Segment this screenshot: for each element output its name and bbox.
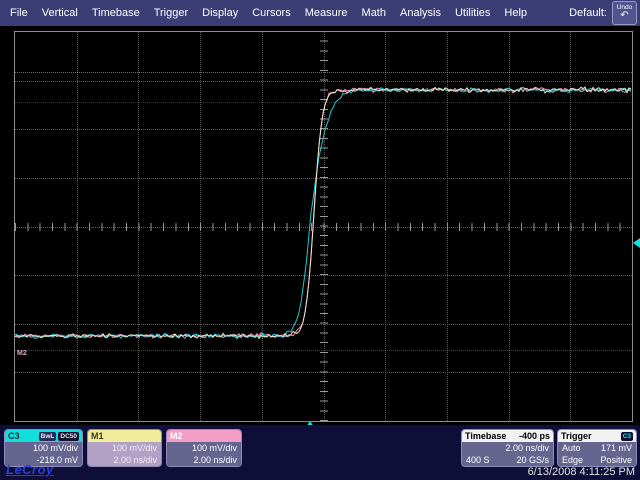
menu-file[interactable]: File [10,7,28,19]
timebase-descriptor[interactable]: Timebase -400 ps 2.00 ns/div 400 S 20 GS… [461,429,554,467]
trace-descriptor-m2[interactable]: M2 100 mV/div 2.00 ns/div [166,429,242,467]
menu-utilities[interactable]: Utilities [454,7,491,19]
trace-left-label: M2 [17,350,27,357]
center-vertical-ticks [320,32,328,421]
trace-descriptor-m1[interactable]: M1 100 mV/div 2.00 ns/div [87,429,162,467]
menu-trigger[interactable]: Trigger [153,7,189,19]
menu-help[interactable]: Help [504,7,528,19]
trigger-descriptor[interactable]: Trigger C3 Auto 171 mV Edge Positive [557,429,637,467]
timebase-scale: 2.00 ns/div [505,443,549,453]
waveform-traces [15,86,632,340]
timebase-samples: 400 S [466,455,490,465]
c3-bwl-badge: BwL [38,431,57,441]
channel-descriptor-c3[interactable]: C3 BwL DC50 100 mV/div -218.0 mV [4,429,83,467]
c3-label: C3 [8,431,20,441]
trigger-mode: Auto [562,443,581,453]
m2-hscale: 2.00 ns/div [193,455,237,465]
persistence-ghost-line [15,350,632,351]
status-footer: C3 BwL DC50 100 mV/div -218.0 mV M1 100 … [0,425,640,480]
timebase-label: Timebase [465,431,507,441]
menu-timebase[interactable]: Timebase [91,7,140,19]
persistence-ghost-line [15,102,632,103]
trigger-source-badge: C3 [620,431,633,441]
m1-hscale: 2.00 ns/div [113,455,157,465]
menu-analysis[interactable]: Analysis [400,7,441,19]
menu-display[interactable]: Display [202,7,239,19]
lecroy-logo: LeCroy [6,462,54,477]
m1-vscale: 100 mV/div [111,443,157,453]
trigger-type: Edge [562,455,584,465]
trigger-label: Trigger [561,431,592,441]
m1-label: M1 [91,431,104,441]
timebase-rate: 20 GS/s [516,455,549,465]
undo-arrow-icon: ↶ [620,9,629,21]
datetime-display: 6/13/2008 4:11:25 PM [527,466,635,478]
graticule: M2 [14,31,633,422]
menu-bar: File Vertical Timebase Trigger Display C… [0,0,640,26]
m2-label: M2 [170,431,183,441]
persistence-ghost-line [15,72,632,73]
trace-m2 [15,86,632,339]
c3-offset: -218.0 mV [36,455,78,465]
m2-vscale: 100 mV/div [191,443,237,453]
menu-cursors[interactable]: Cursors [252,7,291,19]
trigger-level: 171 mV [600,443,632,453]
menu-measure[interactable]: Measure [304,7,348,19]
timebase-delay: -400 ps [518,431,550,441]
undo-button-label: Undo [616,4,633,12]
menu-vertical[interactable]: Vertical [41,7,78,19]
trace-m1 [15,86,632,340]
menu-math[interactable]: Math [361,7,386,19]
trace-c3 [15,87,632,340]
default-label: Default: [569,7,607,19]
trigger-slope: Positive [600,455,632,465]
undo-button[interactable]: Undo ↶ [612,1,637,25]
c3-dc50-badge: DC50 [58,431,79,441]
c3-scale: 100 mV/div [32,443,78,453]
trigger-level-marker-icon[interactable] [633,238,640,248]
